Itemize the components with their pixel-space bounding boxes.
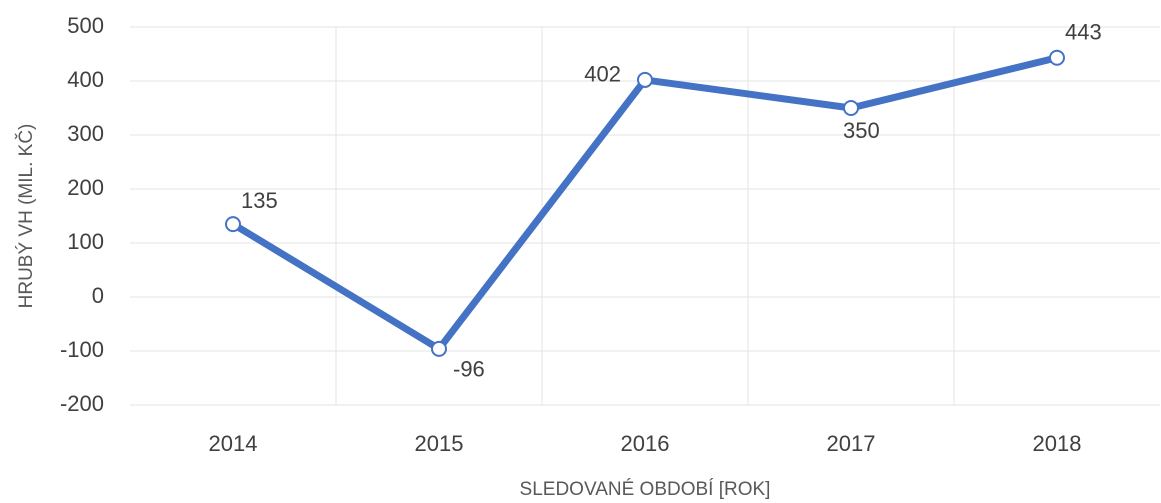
y-tick-label: 0 xyxy=(92,283,104,308)
marker xyxy=(637,71,653,88)
y-tick-label: 500 xyxy=(67,13,104,38)
data-label: 443 xyxy=(1065,20,1102,45)
data-label: -96 xyxy=(453,357,485,382)
data-label: 135 xyxy=(241,188,278,213)
data-label: 350 xyxy=(843,118,880,143)
x-tick-label: 2016 xyxy=(621,431,670,456)
y-tick-label: 400 xyxy=(67,67,104,92)
x-axis-title: SLEDOVANÉ OBDOBÍ [ROK] xyxy=(520,479,771,500)
y-tick-label: 200 xyxy=(67,175,104,200)
x-tick-label: 2018 xyxy=(1033,431,1082,456)
x-tick-label: 2017 xyxy=(827,431,876,456)
x-tick-label: 2014 xyxy=(209,431,258,456)
marker xyxy=(1049,49,1065,66)
y-tick-label: -200 xyxy=(60,391,104,416)
y-axis-title: HRUBÝ VH (MIL. KČ) xyxy=(15,124,37,309)
y-tick-label: 100 xyxy=(67,229,104,254)
marker xyxy=(225,216,241,233)
data-label: 402 xyxy=(584,62,621,87)
y-tick-label: 300 xyxy=(67,121,104,146)
x-tick-label: 2015 xyxy=(415,431,464,456)
line xyxy=(231,54,1058,353)
y-tick-label: -100 xyxy=(60,337,104,362)
marker xyxy=(843,100,859,116)
marker xyxy=(431,340,447,357)
